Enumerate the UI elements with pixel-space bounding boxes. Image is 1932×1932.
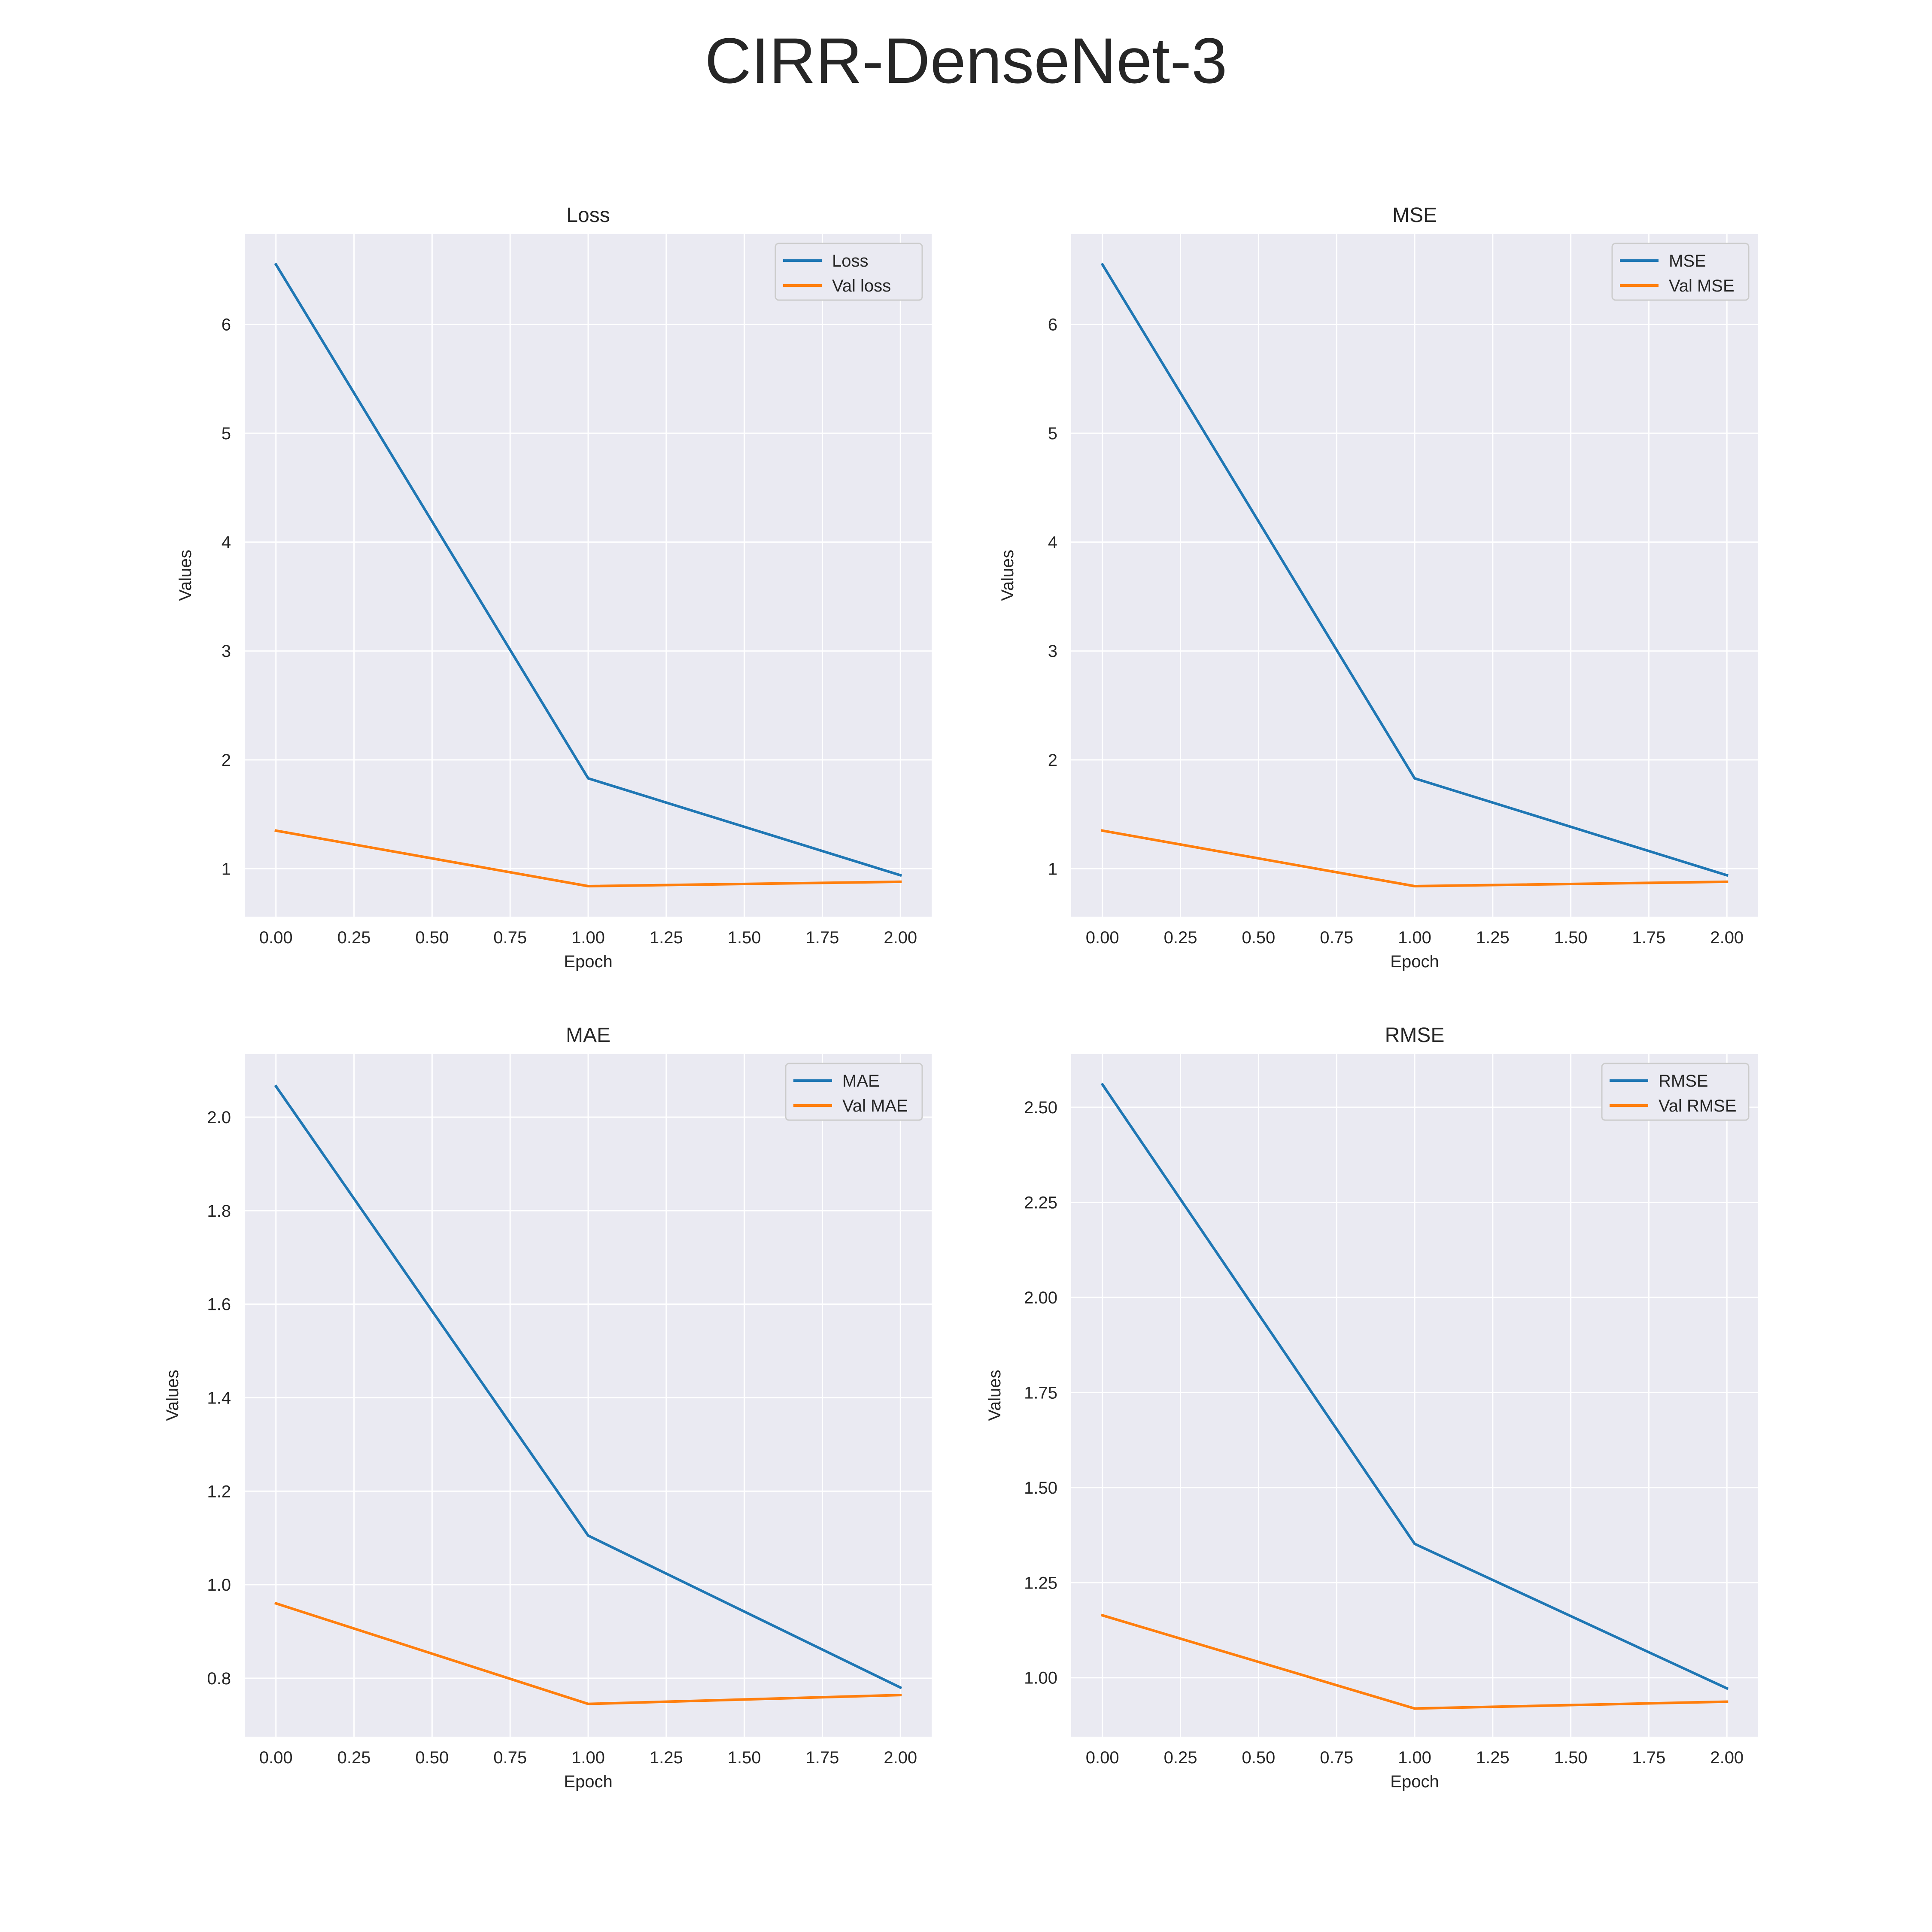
y-tick-label: 2 — [1048, 751, 1057, 770]
chart-title: MSE — [1392, 204, 1437, 227]
x-axis-label: Epoch — [1390, 1772, 1439, 1791]
y-tick-label: 1 — [1048, 860, 1057, 878]
chart-panel-mse: 0.00 0.25 0.50 0.75 1.00 1.25 1.50 1.75 2.00 1 2 3 4… — [998, 204, 1758, 971]
x-tick-label: 2.00 — [1710, 1748, 1744, 1767]
x-tick-label: 0.25 — [1164, 928, 1197, 947]
legend-label: Val RMSE — [1659, 1097, 1737, 1115]
x-tick-label: 1.00 — [571, 1748, 605, 1767]
y-tick-label: 5 — [222, 424, 231, 443]
x-tick-label: 0.50 — [1242, 1748, 1275, 1767]
legend: MSE Val MSE — [1611, 243, 1750, 301]
y-axis-label: Values — [985, 1370, 1004, 1421]
y-tick-label: 1.75 — [1024, 1383, 1057, 1402]
y-tick-label: 0.8 — [207, 1669, 231, 1688]
x-tick-label: 1.00 — [1398, 928, 1431, 947]
legend: Loss Val loss — [775, 243, 923, 301]
x-tick-label: 0.50 — [415, 928, 449, 947]
x-tick-label: 0.75 — [493, 928, 527, 947]
legend: MAE Val MAE — [785, 1063, 923, 1121]
x-tick-label: 0.00 — [259, 928, 293, 947]
legend-label: Loss — [832, 252, 869, 270]
legend: RMSE Val RMSE — [1601, 1063, 1750, 1121]
chart-title: RMSE — [1385, 1024, 1445, 1047]
y-tick-label: 1.6 — [207, 1295, 231, 1314]
chart-panel-rmse: 0.00 0.25 0.50 0.75 1.00 1.25 1.50 1.75 2.00 1.00… — [985, 1024, 1758, 1791]
legend-label: RMSE — [1659, 1072, 1708, 1091]
x-tick-label: 2.00 — [884, 1748, 917, 1767]
y-tick-label: 2.00 — [1024, 1288, 1057, 1307]
x-tick-label: 0.00 — [1086, 928, 1119, 947]
y-tick-label: 1.2 — [207, 1482, 231, 1501]
legend-label: Val MSE — [1669, 276, 1735, 295]
x-tick-label: 1.50 — [1554, 928, 1588, 947]
x-axis-label: Epoch — [564, 952, 612, 971]
x-tick-label: 0.00 — [1086, 1748, 1119, 1767]
x-tick-label: 1.00 — [571, 928, 605, 947]
chart-title: Loss — [566, 204, 610, 227]
y-tick-label: 6 — [222, 315, 231, 334]
y-axis-label: Values — [998, 550, 1017, 601]
y-tick-label: 1.00 — [1024, 1669, 1057, 1688]
x-tick-label: 1.75 — [806, 1748, 839, 1767]
x-tick-label: 0.25 — [1164, 1748, 1197, 1767]
data-point — [588, 1535, 589, 1536]
legend-label: Val MAE — [842, 1097, 908, 1115]
chart-panel-mae: 0.00 0.25 0.50 0.75 1.00 1.25 1.50 1.75 2.00 0.8 1… — [163, 1024, 932, 1791]
x-tick-label: 1.25 — [650, 928, 683, 947]
data-point — [900, 881, 901, 882]
legend-label: MSE — [1669, 252, 1706, 270]
x-tick-label: 1.75 — [1632, 1748, 1666, 1767]
y-tick-label: 2.50 — [1024, 1098, 1057, 1117]
x-tick-label: 1.50 — [728, 928, 761, 947]
y-tick-label: 4 — [222, 533, 231, 552]
x-axis-label: Epoch — [564, 1772, 612, 1791]
y-tick-label: 2 — [222, 751, 231, 770]
data-point — [1102, 830, 1103, 831]
chart-title: MAE — [566, 1024, 611, 1047]
x-tick-label: 0.75 — [1320, 1748, 1353, 1767]
x-tick-label: 1.75 — [806, 928, 839, 947]
x-tick-label: 1.25 — [650, 1748, 683, 1767]
y-tick-label: 6 — [1048, 315, 1057, 334]
data-point — [900, 1687, 901, 1688]
legend-label: Val loss — [832, 276, 891, 295]
x-tick-label: 1.50 — [1554, 1748, 1588, 1767]
y-tick-label: 3 — [1048, 642, 1057, 661]
y-tick-label: 3 — [222, 642, 231, 661]
x-tick-label: 0.25 — [337, 1748, 371, 1767]
y-tick-label: 4 — [1048, 533, 1057, 552]
x-tick-label: 2.00 — [884, 928, 917, 947]
y-tick-label: 5 — [1048, 424, 1057, 443]
x-axis-label: Epoch — [1390, 952, 1439, 971]
x-tick-label: 0.75 — [1320, 928, 1353, 947]
x-tick-label: 1.75 — [1632, 928, 1666, 947]
y-tick-label: 2.0 — [207, 1108, 231, 1127]
chart-panel-loss: 0.00 0.25 0.50 0.75 1.00 1.25 1.50 1.75 2.00 1 2 3 4… — [176, 204, 932, 971]
y-tick-label: 1.4 — [207, 1388, 231, 1407]
x-tick-label: 1.25 — [1476, 1748, 1510, 1767]
x-tick-label: 0.25 — [337, 928, 371, 947]
y-tick-label: 1.50 — [1024, 1479, 1057, 1498]
x-tick-label: 0.50 — [1242, 928, 1275, 947]
y-axis-label: Values — [163, 1370, 182, 1421]
x-tick-label: 2.00 — [1710, 928, 1744, 947]
y-tick-label: 1.25 — [1024, 1574, 1057, 1592]
x-tick-label: 1.50 — [728, 1748, 761, 1767]
data-point — [1102, 264, 1103, 265]
x-tick-label: 0.50 — [415, 1748, 449, 1767]
x-tick-label: 1.00 — [1398, 1748, 1431, 1767]
y-tick-label: 1.8 — [207, 1202, 231, 1221]
data-point — [1102, 1615, 1103, 1616]
legend-label: MAE — [842, 1072, 880, 1091]
y-tick-label: 1.0 — [207, 1576, 231, 1595]
y-tick-label: 1 — [222, 860, 231, 878]
x-tick-label: 1.25 — [1476, 928, 1510, 947]
x-tick-label: 0.75 — [493, 1748, 527, 1767]
y-axis-label: Values — [176, 550, 195, 601]
figure-title: CIRR-DenseNet-3 — [705, 24, 1227, 97]
y-tick-label: 2.25 — [1024, 1193, 1057, 1212]
x-tick-label: 0.00 — [259, 1748, 293, 1767]
